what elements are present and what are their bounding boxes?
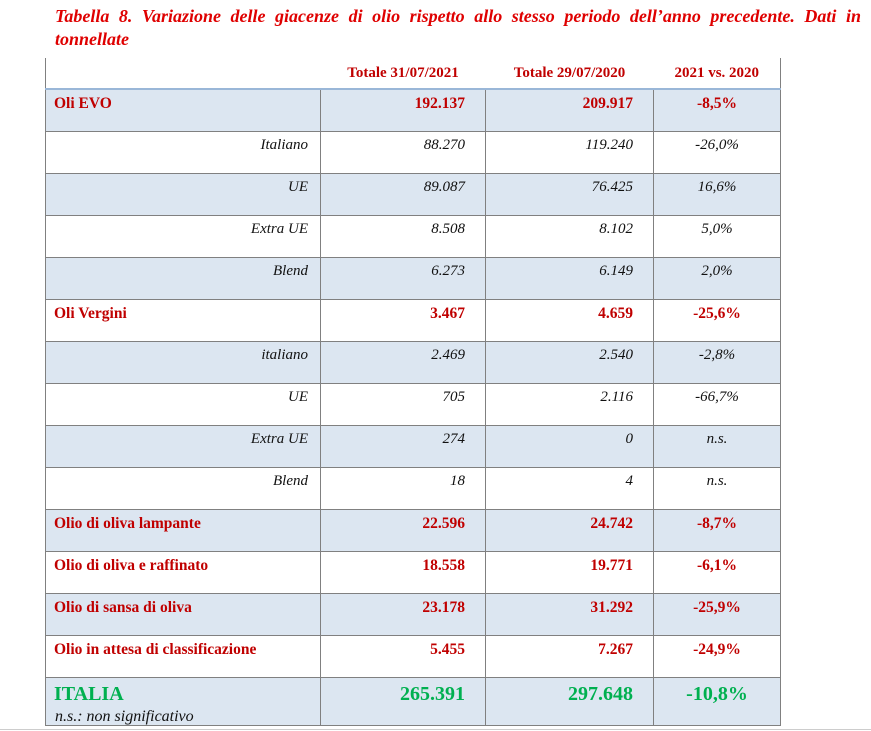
table-title: Tabella 8. Variazione delle giacenze di … <box>55 6 861 49</box>
header-row: Totale 31/07/2021 Totale 29/07/2020 2021… <box>45 58 781 89</box>
column-header-total-2021: Totale 31/07/2021 <box>320 58 486 89</box>
value-2020: 31.292 <box>485 593 654 636</box>
variation-value: -25,6% <box>653 299 781 342</box>
table-row: Oli EVO 192.137 209.917 -8,5% <box>45 88 781 132</box>
value-2021: 5.455 <box>320 635 486 678</box>
value-2021: 2.469 <box>320 341 486 384</box>
value-2021: 274 <box>320 425 486 468</box>
value-2021: 88.270 <box>320 131 486 174</box>
table-row: Olio di sansa di oliva 23.178 31.292 -25… <box>45 593 781 636</box>
variation-value: -24,9% <box>653 635 781 678</box>
row-label: Extra UE <box>45 215 321 258</box>
table-row: Olio in attesa di classificazione 5.455 … <box>45 635 781 678</box>
variation-value: n.s. <box>653 425 781 468</box>
value-2021: 705 <box>320 383 486 426</box>
value-2020: 4.659 <box>485 299 654 342</box>
table-row: Extra UE 274 0 n.s. <box>45 425 781 468</box>
row-label: Olio di oliva lampante <box>45 509 321 552</box>
value-2020: 119.240 <box>485 131 654 174</box>
variation-value: 16,6% <box>653 173 781 216</box>
row-label: ITALIA <box>45 677 321 726</box>
value-2021: 192.137 <box>320 88 486 132</box>
table-row-total-italia: ITALIA 265.391 297.648 -10,8% <box>45 677 781 726</box>
variation-value: -66,7% <box>653 383 781 426</box>
value-2020: 7.267 <box>485 635 654 678</box>
value-2020: 209.917 <box>485 88 654 132</box>
column-header-empty <box>45 58 321 89</box>
value-2020: 0 <box>485 425 654 468</box>
table-body: Oli EVO 192.137 209.917 -8,5% Italiano 8… <box>45 88 781 726</box>
value-2021: 22.596 <box>320 509 486 552</box>
variation-value: 5,0% <box>653 215 781 258</box>
value-2020: 297.648 <box>485 677 654 726</box>
value-2021: 89.087 <box>320 173 486 216</box>
table-row: Blend 18 4 n.s. <box>45 467 781 510</box>
value-2020: 76.425 <box>485 173 654 216</box>
footnote: n.s.: non significativo <box>55 708 194 725</box>
column-header-total-2020: Totale 29/07/2020 <box>485 58 654 89</box>
table-row: Blend 6.273 6.149 2,0% <box>45 257 781 300</box>
value-2020: 4 <box>485 467 654 510</box>
row-label: Blend <box>45 257 321 300</box>
table-row: Extra UE 8.508 8.102 5,0% <box>45 215 781 258</box>
value-2021: 6.273 <box>320 257 486 300</box>
row-label: UE <box>45 383 321 426</box>
table-row: UE 89.087 76.425 16,6% <box>45 173 781 216</box>
variation-value: -26,0% <box>653 131 781 174</box>
value-2020: 2.116 <box>485 383 654 426</box>
row-label: Olio di oliva e raffinato <box>45 551 321 594</box>
row-label: Oli Vergini <box>45 299 321 342</box>
row-label: Italiano <box>45 131 321 174</box>
table-header: Totale 31/07/2021 Totale 29/07/2020 2021… <box>45 58 781 89</box>
table-row: italiano 2.469 2.540 -2,8% <box>45 341 781 384</box>
table-row: UE 705 2.116 -66,7% <box>45 383 781 426</box>
table-row: Oli Vergini 3.467 4.659 -25,6% <box>45 299 781 342</box>
value-2020: 19.771 <box>485 551 654 594</box>
value-2021: 23.178 <box>320 593 486 636</box>
table-row: Olio di oliva e raffinato 18.558 19.771 … <box>45 551 781 594</box>
value-2021: 18.558 <box>320 551 486 594</box>
variation-value: -8,7% <box>653 509 781 552</box>
table-row: Olio di oliva lampante 22.596 24.742 -8,… <box>45 509 781 552</box>
variation-value: -6,1% <box>653 551 781 594</box>
variation-value: -8,5% <box>653 88 781 132</box>
value-2020: 2.540 <box>485 341 654 384</box>
table-row: Italiano 88.270 119.240 -26,0% <box>45 131 781 174</box>
row-label: Olio in attesa di classificazione <box>45 635 321 678</box>
value-2021: 265.391 <box>320 677 486 726</box>
row-label: Extra UE <box>45 425 321 468</box>
variation-value: -2,8% <box>653 341 781 384</box>
value-2020: 24.742 <box>485 509 654 552</box>
column-header-variation: 2021 vs. 2020 <box>653 58 781 89</box>
row-label: Olio di sansa di oliva <box>45 593 321 636</box>
value-2021: 18 <box>320 467 486 510</box>
variation-value: 2,0% <box>653 257 781 300</box>
value-2021: 3.467 <box>320 299 486 342</box>
stocks-table: Totale 31/07/2021 Totale 29/07/2020 2021… <box>45 58 781 726</box>
row-label: Blend <box>45 467 321 510</box>
row-label: Oli EVO <box>45 88 321 132</box>
row-label: UE <box>45 173 321 216</box>
variation-value: -10,8% <box>653 677 781 726</box>
variation-value: -25,9% <box>653 593 781 636</box>
value-2020: 6.149 <box>485 257 654 300</box>
page-bottom-border <box>0 729 871 730</box>
variation-value: n.s. <box>653 467 781 510</box>
row-label: italiano <box>45 341 321 384</box>
value-2020: 8.102 <box>485 215 654 258</box>
value-2021: 8.508 <box>320 215 486 258</box>
stocks-table-container: Totale 31/07/2021 Totale 29/07/2020 2021… <box>45 58 781 726</box>
